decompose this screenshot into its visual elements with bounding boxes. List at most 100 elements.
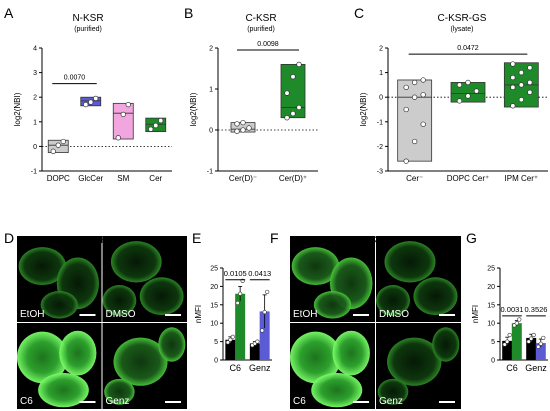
data-point [412, 94, 418, 100]
y-tick-label: 2 [379, 46, 383, 53]
micrograph-tile: C6 [16, 323, 102, 409]
data-point [518, 69, 524, 76]
chart-title: C-KSR [245, 13, 276, 24]
x-tick-label: Cer [149, 174, 162, 183]
cell-shape [311, 372, 363, 408]
y-axis-label: log2(NBI) [189, 92, 198, 126]
data-point [235, 300, 240, 306]
data-point [420, 77, 426, 83]
data-point [412, 138, 418, 145]
data-point [412, 79, 418, 86]
bar-0 [225, 339, 236, 360]
p-value-label: 0.3526 [525, 305, 548, 314]
data-point [88, 99, 94, 105]
data-point [60, 138, 66, 145]
x-group-label: Genz [525, 363, 547, 373]
cell-shape [332, 330, 370, 376]
bar-2 [249, 343, 260, 360]
data-point [284, 115, 290, 121]
data-point [465, 93, 471, 99]
data-point [230, 334, 235, 339]
cell-shape [139, 277, 184, 316]
data-point [403, 84, 409, 91]
data-point [538, 341, 543, 346]
y-tick-label: 25 [210, 266, 218, 273]
bar-1 [511, 323, 522, 360]
data-point [507, 332, 512, 338]
data-point [510, 61, 516, 67]
x-tick-label: DOPC Cer⁺ [447, 174, 489, 183]
cell-shape [377, 378, 409, 405]
data-point [240, 119, 246, 126]
data-point [238, 291, 243, 296]
data-point [246, 125, 252, 131]
data-point [536, 344, 541, 349]
data-point [55, 142, 61, 148]
chart-title: C-KSR-GS [438, 13, 487, 24]
micrograph-tile: Genz [102, 323, 187, 409]
cell-shape [102, 285, 137, 316]
data-point [115, 135, 121, 141]
data-point [473, 88, 480, 94]
x-tick-label: Cer(D)⁺ [279, 174, 307, 183]
data-point [125, 101, 131, 108]
data-point [148, 126, 154, 132]
panel-G: G 0 5 10 15 20 25 nMFI C6 Genz 0.0031 0.3526 [466, 230, 548, 373]
panel-letter: D [4, 230, 14, 246]
panel-letter: G [466, 230, 477, 246]
y-tick-label: 2 [209, 46, 213, 53]
panel-B: B C-KSR (purified) -1 0 1 2 log2(NBI) Cer(D)⁻ Cer… [184, 5, 318, 183]
cell-shape [291, 247, 340, 286]
data-point [456, 82, 463, 88]
micrograph-tile: Genz [376, 323, 461, 409]
tile-label: EtOH [293, 309, 317, 320]
y-tick-label: 5 [491, 339, 495, 346]
data-point [260, 328, 265, 333]
y-axis-label: log2(NBI) [359, 92, 368, 126]
y-axis-label: log2(NBI) [13, 92, 22, 126]
data-point [296, 61, 302, 68]
y-tick-label: 1 [209, 87, 213, 94]
data-point [465, 79, 471, 86]
cell-shape [59, 330, 97, 376]
tile-label: C6 [20, 396, 33, 407]
tile-label: C6 [293, 396, 306, 407]
y-axis-label: nMFI [471, 305, 480, 323]
data-point [158, 117, 164, 124]
panel-letter: B [184, 5, 193, 21]
y-tick-label: -1 [31, 169, 37, 176]
data-point [518, 82, 524, 88]
cell-shape [104, 378, 135, 405]
data-point [527, 79, 533, 86]
x-tick-label: SM [117, 174, 129, 183]
y-tick-label: 4 [33, 46, 37, 53]
y-tick-label: 1 [379, 70, 383, 77]
y-tick-label: -1 [207, 169, 213, 176]
data-point [234, 128, 240, 134]
box-1 [280, 64, 306, 119]
y-tick-label: 0 [214, 358, 218, 365]
y-tick-label: 15 [210, 302, 218, 309]
data-point [50, 148, 56, 154]
y-tick-label: 5 [214, 339, 218, 346]
micrograph-panel-D: DC-KSR-GSEtOHDMSOC6Genz [4, 230, 187, 409]
data-point [529, 336, 534, 341]
cell-shape [158, 327, 186, 362]
panel-E: E 0 5 10 15 20 25 nMFI C6 Genz 0.0105 0.0413 [192, 230, 272, 373]
chart-subtitle: (purified) [247, 26, 275, 33]
panel-letter: F [270, 230, 279, 246]
y-tick-label: 0 [491, 358, 495, 365]
data-point [456, 98, 463, 104]
x-tick-label: Cer⁻ [406, 174, 423, 183]
p-value-label: 0.0070 [64, 75, 86, 82]
chart-subtitle: (lysate) [451, 26, 474, 33]
data-point [531, 332, 536, 338]
x-tick-label: IPM Cer⁺ [505, 174, 539, 183]
micrograph-tile: DMSO [376, 236, 461, 322]
data-point [262, 310, 267, 315]
y-tick-label: -3 [377, 169, 383, 176]
data-point [234, 121, 240, 127]
bar-2 [526, 337, 537, 360]
data-point [403, 158, 409, 164]
